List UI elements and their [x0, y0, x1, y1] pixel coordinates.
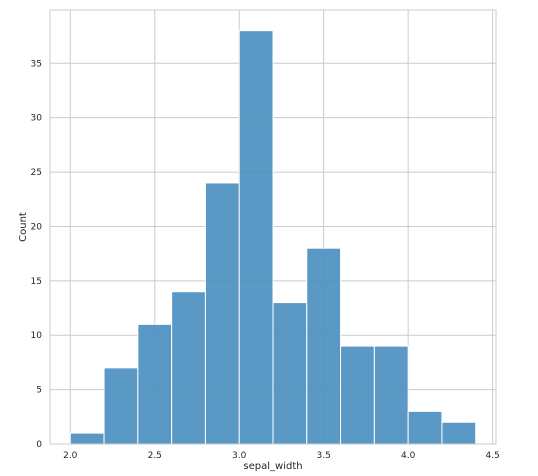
x-tick-label: 4.5 [485, 451, 499, 461]
plot-frame [49, 9, 497, 445]
x-tick-label: 3.5 [317, 451, 331, 461]
histogram-bar [373, 345, 409, 445]
y-tick-label: 15 [31, 277, 42, 287]
y-tick-label: 0 [36, 440, 42, 450]
histogram-bar [340, 345, 375, 445]
histogram-bar [137, 323, 173, 445]
y-tick-label: 10 [31, 331, 43, 341]
histogram-bars [69, 30, 477, 445]
histogram-bar [204, 182, 240, 445]
y-tick-labels: 0 5 10 15 20 25 30 35 [31, 59, 43, 450]
x-tick-labels: 2.0 2.5 3.0 3.5 4.0 4.5 [63, 451, 500, 461]
histogram-bar [272, 302, 308, 445]
x-tick-label: 4.0 [401, 451, 416, 461]
x-tick-label: 2.5 [148, 451, 162, 461]
x-tick-label: 2.0 [63, 451, 78, 461]
y-tick-label: 5 [36, 386, 42, 396]
histogram-bar [171, 291, 206, 445]
y-tick-label: 35 [31, 59, 42, 69]
histogram-bar [69, 432, 105, 445]
y-tick-label: 25 [31, 168, 42, 178]
histogram-bar [238, 30, 274, 445]
histogram-bar [407, 410, 443, 445]
y-tick-label: 20 [31, 222, 43, 232]
histogram-bar [306, 247, 342, 445]
x-tick-label: 3.0 [232, 451, 247, 461]
x-axis-label: sepal_width [243, 461, 302, 472]
histogram-bar [441, 421, 477, 445]
histogram-bar [103, 367, 139, 445]
y-axis-label: Count [18, 212, 29, 242]
y-tick-label: 30 [31, 114, 43, 124]
